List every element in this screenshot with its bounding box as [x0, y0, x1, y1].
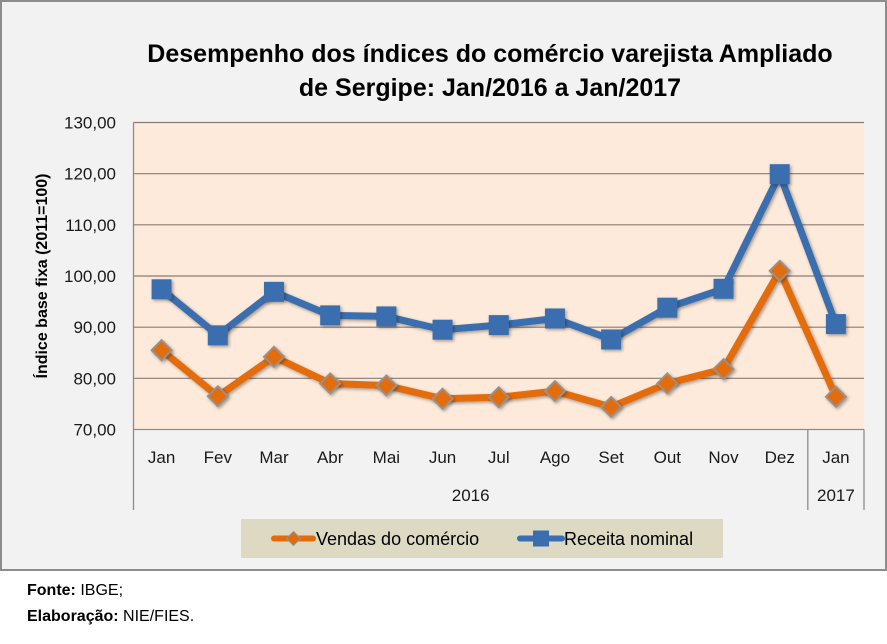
data-point-diamond[interactable]: [262, 345, 286, 369]
x-tick-label: Out: [654, 448, 682, 467]
credit-value: NIE/FIES.: [123, 608, 195, 625]
data-point-diamond[interactable]: [487, 385, 511, 409]
data-point-square[interactable]: [151, 279, 172, 300]
x-tick-label: Mai: [373, 448, 400, 467]
footer: Fonte: IBGE; Elaboração: NIE/FIES.: [27, 578, 194, 630]
diamond-marker-icon: [285, 530, 302, 547]
data-point-diamond[interactable]: [543, 379, 567, 403]
legend-item-receita[interactable]: Receita nominal: [517, 529, 693, 549]
data-point-square[interactable]: [376, 306, 397, 327]
legend-item-vendas[interactable]: Vendas do comércio: [271, 529, 479, 549]
source-value: IBGE;: [80, 582, 124, 599]
y-axis-label: Índice base fixa (2011=100): [32, 173, 51, 378]
y-tick-label: 120,00: [64, 165, 116, 184]
x-tick-label: Set: [598, 448, 624, 467]
data-point-square[interactable]: [432, 319, 453, 340]
data-point-diamond[interactable]: [824, 385, 848, 409]
y-tick-label: 90,00: [73, 318, 116, 337]
credit-label: Elaboração:: [27, 608, 119, 625]
chart-title-line-1: Desempenho dos índices do comércio varej…: [147, 40, 832, 68]
x-tick-label: Nov: [708, 448, 739, 467]
series-layer: [150, 164, 848, 419]
x-tick-label: Jul: [488, 448, 510, 467]
data-point-diamond[interactable]: [150, 338, 174, 362]
y-axis: 70,00 80,00 90,00 100,00 110,00 120,00 130,00: [64, 114, 864, 510]
chart-title: Desempenho dos índices do comércio varej…: [147, 40, 832, 102]
legend-box: [241, 519, 723, 558]
x-tick-label: Ago: [540, 448, 570, 467]
source-label: Fonte:: [27, 582, 76, 599]
data-point-square[interactable]: [320, 305, 341, 326]
data-point-square[interactable]: [488, 315, 509, 336]
x-tick-label: Mar: [259, 448, 289, 467]
y-tick-label: 70,00: [73, 421, 116, 440]
legend-label-receita: Receita nominal: [564, 529, 693, 549]
data-point-diamond[interactable]: [599, 395, 623, 419]
data-point-square[interactable]: [825, 314, 846, 335]
data-point-diamond[interactable]: [655, 372, 679, 395]
credit-line: Elaboração: NIE/FIES.: [27, 604, 194, 630]
legend: Vendas do comércio Receita nominal: [241, 519, 723, 558]
chart-title-line-2: de Sergipe: Jan/2016 a Jan/2017: [299, 74, 681, 102]
data-point-diamond[interactable]: [318, 372, 342, 395]
square-marker-icon: [533, 530, 549, 547]
x-tick-label: Abr: [317, 448, 344, 467]
series-receita: [151, 164, 846, 350]
data-point-diamond[interactable]: [206, 384, 230, 408]
x-tick-label: Fev: [204, 448, 233, 467]
data-point-square[interactable]: [769, 164, 790, 185]
legend-label-vendas: Vendas do comércio: [316, 529, 479, 549]
data-point-square[interactable]: [544, 308, 565, 329]
data-point-square[interactable]: [207, 325, 228, 346]
y-tick-label: 110,00: [65, 216, 116, 235]
source-line: Fonte: IBGE;: [27, 578, 194, 604]
series-vendas: [150, 259, 848, 419]
y-tick-label: 100,00: [64, 267, 116, 286]
x-group-label: 2017: [817, 486, 855, 505]
x-tick-label: Dez: [765, 448, 795, 467]
x-tick-label: Jan: [822, 448, 849, 467]
x-axis: Jan Fev Mar Abr Mai Jun Jul Ago Set Out Nov Dez Jan 2…: [148, 429, 865, 510]
y-tick-label: 130,00: [64, 114, 116, 133]
data-point-diamond[interactable]: [431, 387, 454, 411]
data-point-square[interactable]: [713, 278, 734, 299]
x-tick-label: Jun: [429, 448, 456, 467]
data-point-square[interactable]: [263, 281, 284, 302]
x-group-label: 2016: [452, 486, 490, 505]
y-tick-label: 80,00: [73, 369, 116, 388]
data-point-diamond[interactable]: [712, 357, 735, 381]
data-point-diamond[interactable]: [768, 259, 792, 283]
x-tick-label: Jan: [148, 448, 175, 467]
data-point-square[interactable]: [657, 297, 678, 318]
data-point-square[interactable]: [601, 329, 622, 350]
data-point-diamond[interactable]: [374, 374, 398, 397]
